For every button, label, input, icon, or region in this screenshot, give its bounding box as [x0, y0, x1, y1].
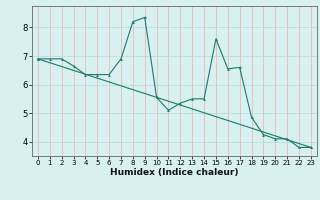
X-axis label: Humidex (Indice chaleur): Humidex (Indice chaleur) [110, 168, 239, 177]
